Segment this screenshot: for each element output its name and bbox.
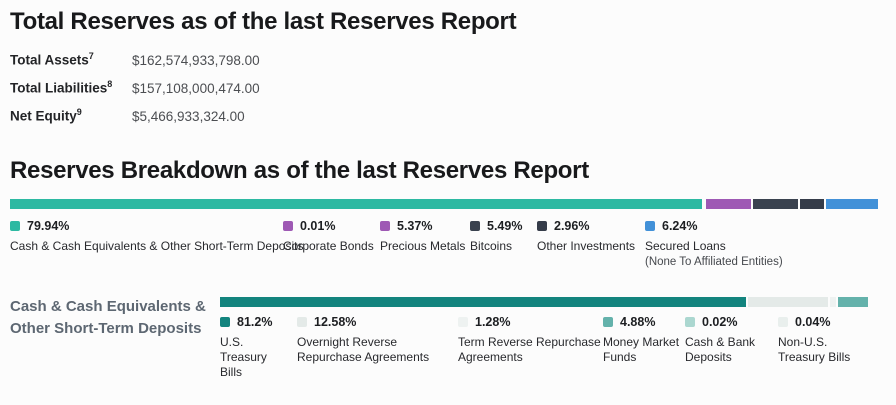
legend-sublabel: (None To Affiliated Entities) xyxy=(645,256,783,268)
legend-label: Non-U.S. Treasury Bills xyxy=(778,335,851,364)
legend-swatch xyxy=(458,317,468,327)
legend-label: Cash & Bank Deposits xyxy=(685,335,756,364)
legend-swatch xyxy=(470,221,480,231)
bar-segment-non-us-treasury-bills[interactable] xyxy=(869,297,872,307)
stat-label: Total Liabilities8 xyxy=(10,79,113,96)
bar-segment-other-investments[interactable] xyxy=(798,199,824,209)
total-reserves-title: Total Reserves as of the last Reserves R… xyxy=(10,8,517,35)
legend-percent: 5.49% xyxy=(487,219,523,233)
legend-swatch xyxy=(603,317,613,327)
legend-swatch xyxy=(537,221,547,231)
cash-breakdown-stacked-bar xyxy=(220,297,872,307)
legend-label: Bitcoins xyxy=(470,239,513,253)
legend-percent: 4.88% xyxy=(620,315,656,329)
legend-item-us-treasury-bills: 81.2% U.S. Treasury Bills xyxy=(220,315,278,380)
legend-item-term-reverse-repo: 1.28% Term Reverse Repurchase Agreements xyxy=(458,315,610,365)
legend-percent: 12.58% xyxy=(314,315,357,329)
legend-percent: 0.01% xyxy=(300,219,336,233)
reserves-breakdown-stacked-bar xyxy=(10,199,878,209)
legend-label: Secured Loans xyxy=(645,239,726,253)
stat-row-total-liabilities: Total Liabilities8 $157,108,000,474.00 xyxy=(10,79,260,107)
bar-segment-cash-bank-deposits[interactable] xyxy=(867,297,870,307)
stat-row-total-assets: Total Assets7 $162,574,933,798.00 xyxy=(10,51,260,79)
legend-item-cash-bank-deposits: 0.02% Cash & Bank Deposits xyxy=(685,315,767,365)
legend-item-precious-metals: 5.37% Precious Metals xyxy=(380,219,465,254)
bar-segment-overnight-reverse-repo[interactable] xyxy=(746,297,829,307)
legend-swatch xyxy=(10,221,20,231)
stat-value: $162,574,933,798.00 xyxy=(132,52,260,68)
legend-item-cash-equivalents: 79.94% Cash & Cash Equivalents & Other S… xyxy=(10,219,303,254)
legend-item-non-us-treasury-bills: 0.04% Non-U.S. Treasury Bills xyxy=(778,315,866,365)
legend-item-secured-loans: 6.24% Secured Loans (None To Affiliated … xyxy=(645,219,783,269)
legend-percent: 5.37% xyxy=(397,219,433,233)
footnote-ref: 7 xyxy=(88,51,94,61)
stat-label: Total Assets7 xyxy=(10,51,94,68)
legend-swatch xyxy=(685,317,695,327)
footnote-ref: 9 xyxy=(76,107,82,117)
legend-swatch xyxy=(220,317,230,327)
bar-segment-cash-equivalents[interactable] xyxy=(10,199,703,209)
stat-value: $5,466,933,324.00 xyxy=(132,108,245,124)
legend-label: Overnight Reverse Repurchase Agreements xyxy=(297,335,430,364)
legend-percent: 79.94% xyxy=(27,219,70,233)
stat-row-net-equity: Net Equity9 $5,466,933,324.00 xyxy=(10,107,245,135)
legend-swatch xyxy=(645,221,655,231)
bar-segment-us-treasury-bills[interactable] xyxy=(220,297,747,307)
legend-label: Money Market Funds xyxy=(603,335,680,364)
legend-label: Term Reverse Repurchase Agreements xyxy=(458,335,601,364)
legend-label: Precious Metals xyxy=(380,239,466,253)
legend-percent: 0.04% xyxy=(795,315,831,329)
legend-item-money-market-funds: 4.88% Money Market Funds xyxy=(603,315,693,365)
bar-segment-money-market-funds[interactable] xyxy=(836,297,868,307)
stat-value: $157,108,000,474.00 xyxy=(132,80,260,96)
legend-swatch xyxy=(297,317,307,327)
legend-percent: 0.02% xyxy=(702,315,738,329)
legend-item-corporate-bonds: 0.01% Corporate Bonds xyxy=(283,219,374,254)
legend-label: U.S. Treasury Bills xyxy=(220,335,267,379)
reserves-breakdown-title: Reserves Breakdown as of the last Reserv… xyxy=(10,157,589,184)
footnote-ref: 8 xyxy=(107,79,113,89)
bar-segment-corporate-bonds[interactable] xyxy=(702,199,705,209)
bar-segment-bitcoins[interactable] xyxy=(750,199,799,209)
bar-segment-term-reverse-repo[interactable] xyxy=(828,297,837,307)
total-reserves-stats: Total Assets7 $162,574,933,798.00 Total … xyxy=(10,51,260,135)
legend-percent: 1.28% xyxy=(475,315,511,329)
bar-segment-precious-metals[interactable] xyxy=(704,199,751,209)
cash-breakdown-section-label: Cash & Cash Equivalents & Other Short-Te… xyxy=(10,298,206,337)
bar-segment-secured-loans[interactable] xyxy=(823,199,878,209)
stat-label: Net Equity9 xyxy=(10,107,82,124)
legend-item-overnight-reverse-repo: 12.58% Overnight Reverse Repurchase Agre… xyxy=(297,315,439,365)
legend-percent: 6.24% xyxy=(662,219,698,233)
legend-label: Corporate Bonds xyxy=(283,239,374,253)
legend-percent: 2.96% xyxy=(554,219,590,233)
legend-swatch xyxy=(778,317,788,327)
legend-label: Cash & Cash Equivalents & Other Short-Te… xyxy=(10,239,304,253)
legend-swatch xyxy=(283,221,293,231)
legend-swatch xyxy=(380,221,390,231)
legend-label: Other Investments xyxy=(537,239,636,253)
legend-item-other-investments: 2.96% Other Investments xyxy=(537,219,635,254)
legend-item-bitcoins: 5.49% Bitcoins xyxy=(470,219,522,254)
legend-percent: 81.2% xyxy=(237,315,273,329)
